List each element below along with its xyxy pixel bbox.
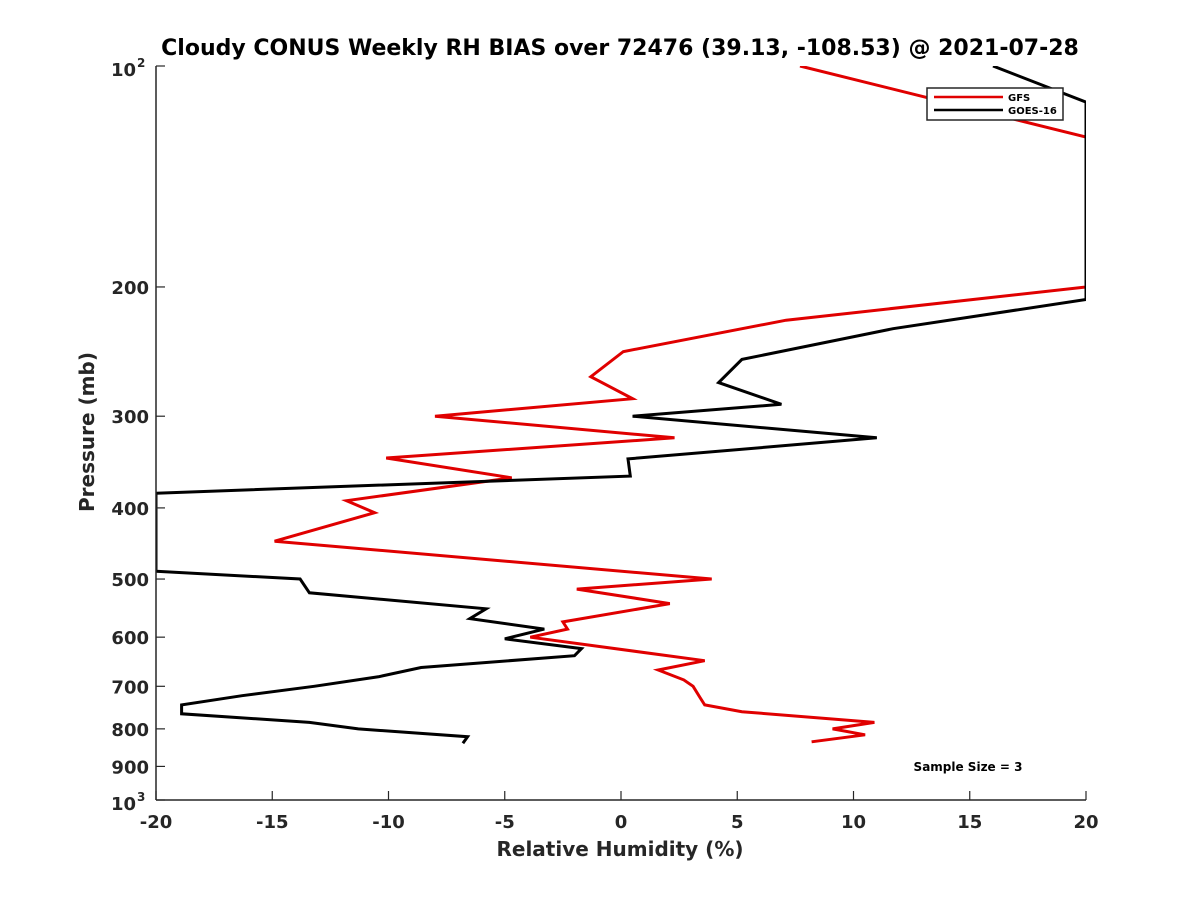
y-tick-exponent: 3 (137, 790, 145, 804)
legend-box (926, 87, 1064, 121)
series-line-goes16 (156, 66, 1086, 745)
x-tick-label: 5 (731, 812, 744, 833)
legend: GFS GOES-16 (926, 87, 1064, 121)
y-tick-label: 700 (111, 677, 149, 698)
legend-label-goes16: GOES-16 (1008, 106, 1057, 117)
series-line-gfs (274, 66, 1086, 744)
y-tick-label: 800 (111, 720, 149, 741)
chart-title: Cloudy CONUS Weekly RH BIAS over 72476 (… (161, 36, 1079, 61)
x-axis-label: Relative Humidity (%) (496, 837, 743, 861)
sample-size-annotation: Sample Size = 3 (914, 760, 1023, 774)
x-tick-label: 0 (615, 812, 628, 833)
y-tick-label: 300 (111, 407, 149, 428)
x-tick-label: 10 (841, 812, 866, 833)
x-tick-label: -10 (372, 812, 405, 833)
y-tick-label: 10 (111, 60, 136, 81)
series-layer (156, 66, 1086, 745)
y-tick-label: 400 (111, 499, 149, 520)
x-tick-label: 20 (1073, 812, 1098, 833)
y-axis-label: Pressure (mb) (75, 352, 99, 512)
x-tick-label: 15 (957, 812, 982, 833)
legend-label-gfs: GFS (1008, 93, 1030, 104)
y-tick-label: 10 (111, 794, 136, 815)
y-tick-exponent: 2 (137, 56, 145, 70)
x-tick-label: -15 (256, 812, 289, 833)
x-tick-label: -20 (140, 812, 173, 833)
y-tick-label: 900 (111, 757, 149, 778)
x-tick-label: -5 (495, 812, 515, 833)
y-tick-label: 200 (111, 278, 149, 299)
y-tick-label: 600 (111, 628, 149, 649)
y-tick-label: 500 (111, 570, 149, 591)
